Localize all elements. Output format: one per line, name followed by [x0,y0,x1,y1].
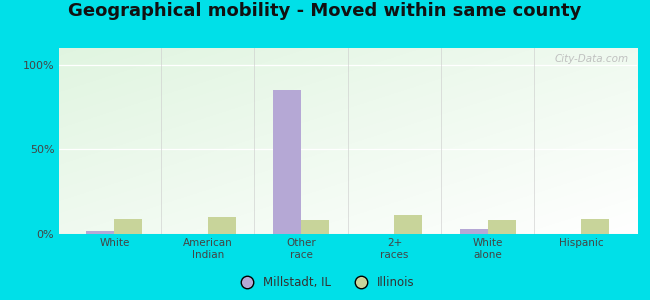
Legend: Millstadt, IL, Illinois: Millstadt, IL, Illinois [230,272,420,294]
Bar [273,90,301,234]
Bar [581,219,609,234]
Bar [395,215,423,234]
Bar [460,229,488,234]
Bar [208,217,236,234]
Text: City-Data.com: City-Data.com [554,54,629,64]
Text: Geographical mobility - Moved within same county: Geographical mobility - Moved within sam… [68,2,582,20]
Bar [301,220,329,234]
Bar [114,219,142,234]
Bar [86,231,114,234]
Bar [488,220,515,234]
